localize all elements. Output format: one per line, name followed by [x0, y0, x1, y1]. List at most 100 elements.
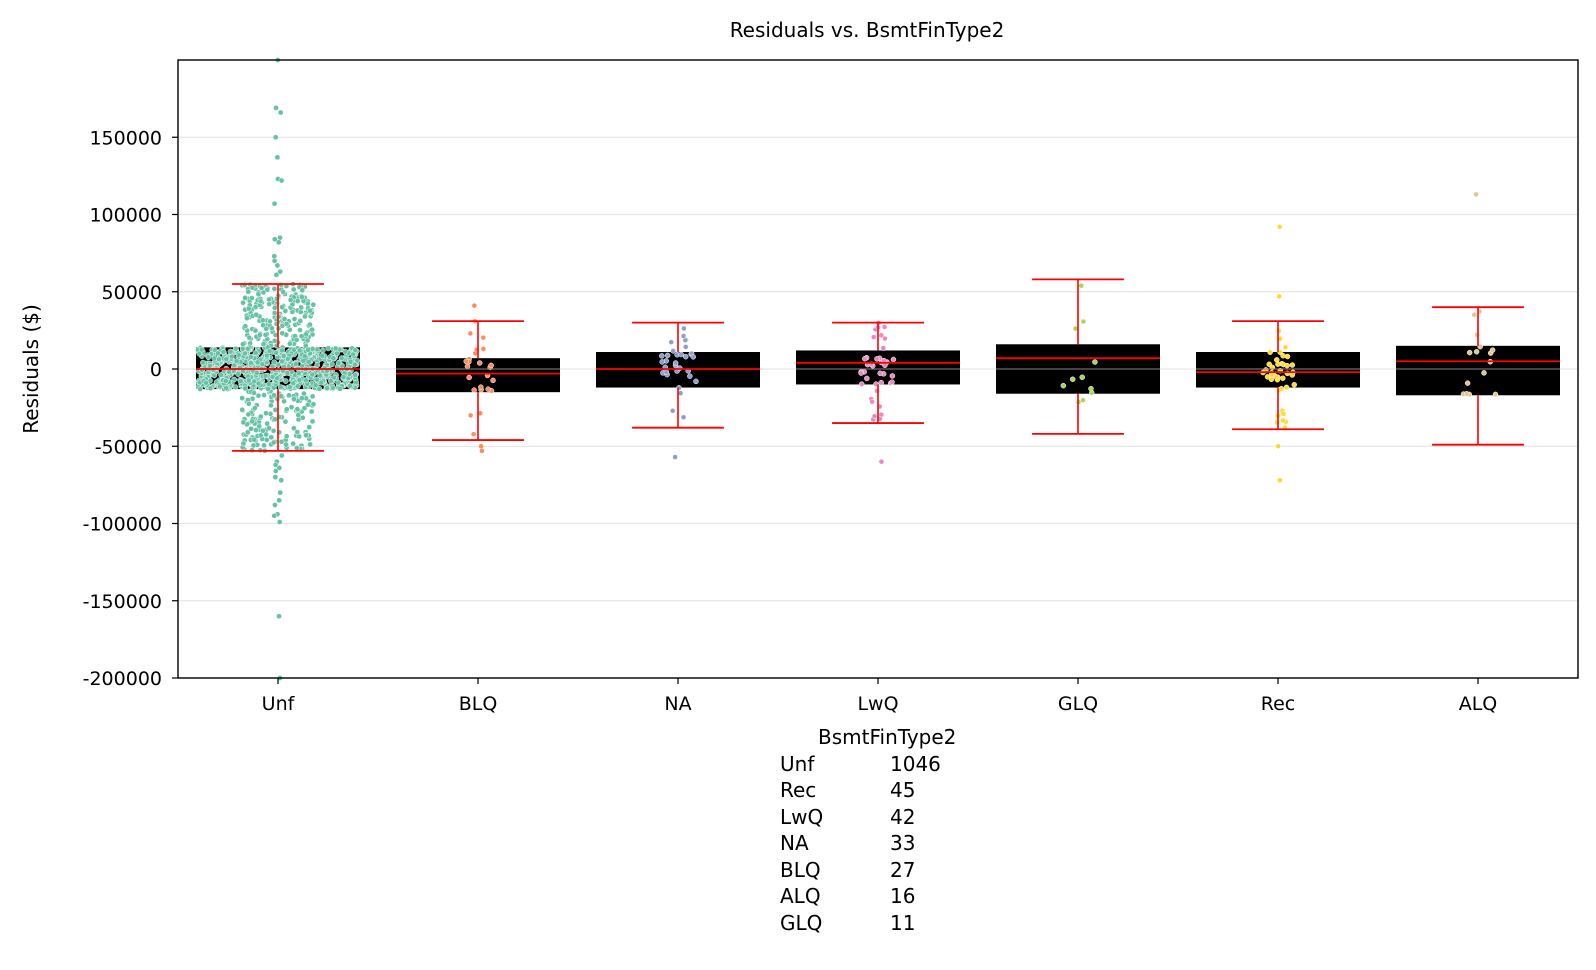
- point-Unf: [277, 109, 284, 116]
- point-Unf: [317, 372, 324, 379]
- point-Unf: [206, 362, 213, 369]
- point-NA: [681, 325, 687, 332]
- point-Unf: [264, 286, 271, 293]
- point-Unf: [276, 465, 283, 471]
- count-row: LwQ 42: [780, 804, 970, 831]
- point-Unf: [291, 316, 298, 322]
- point-LwQ: [858, 381, 865, 387]
- point-Unf: [257, 298, 264, 305]
- point-Unf: [308, 408, 315, 415]
- point-Unf: [272, 502, 278, 508]
- point-Unf: [314, 376, 320, 383]
- point-Unf: [291, 396, 297, 402]
- point-Unf: [240, 419, 247, 426]
- point-ALQ: [1474, 332, 1480, 338]
- point-Unf: [319, 347, 326, 354]
- point-Rec: [1282, 344, 1289, 350]
- point-Unf: [306, 359, 312, 365]
- point-BLQ: [467, 330, 474, 337]
- point-Unf: [353, 379, 359, 386]
- point-Unf: [203, 379, 209, 386]
- point-Unf: [263, 410, 269, 417]
- count-value: 1046: [890, 751, 941, 776]
- point-BLQ: [476, 360, 483, 366]
- point-Unf: [245, 411, 252, 418]
- point-Unf: [282, 378, 289, 384]
- point-LwQ: [858, 370, 864, 376]
- point-Unf: [245, 305, 252, 312]
- point-Unf: [223, 356, 230, 363]
- point-ALQ: [1464, 380, 1471, 386]
- point-ALQ: [1473, 191, 1479, 198]
- point-Unf: [282, 418, 289, 425]
- point-Unf: [249, 418, 256, 425]
- point-Rec: [1289, 372, 1295, 378]
- point-Unf: [297, 327, 303, 333]
- point-BLQ: [467, 412, 474, 419]
- point-Unf: [245, 345, 251, 352]
- point-Rec: [1289, 362, 1296, 368]
- point-Unf: [346, 371, 353, 377]
- point-Unf: [290, 440, 297, 447]
- point-Unf: [271, 285, 278, 292]
- point-NA: [680, 414, 687, 421]
- point-NA: [668, 339, 674, 345]
- point-Rec: [1277, 349, 1283, 355]
- point-LwQ: [871, 413, 878, 419]
- point-Unf: [268, 434, 275, 441]
- point-Unf: [278, 477, 285, 484]
- point-Unf: [249, 284, 256, 291]
- point-Unf: [200, 359, 206, 366]
- point-LwQ: [864, 375, 870, 382]
- point-Unf: [266, 348, 273, 355]
- point-LwQ: [878, 379, 884, 386]
- x-tick-label: ALQ: [1459, 693, 1498, 715]
- point-LwQ: [877, 370, 883, 377]
- point-Unf: [294, 429, 301, 435]
- point-Unf: [293, 337, 300, 343]
- count-label: Rec: [780, 778, 817, 802]
- point-Unf: [287, 340, 293, 347]
- y-tick-label: -50000: [95, 436, 162, 458]
- point-Unf: [293, 445, 300, 451]
- point-LwQ: [862, 355, 868, 362]
- point-Unf: [272, 407, 279, 413]
- point-Unf: [257, 432, 264, 439]
- point-Unf: [237, 378, 244, 385]
- point-Unf: [251, 436, 258, 443]
- count-label: BLQ: [780, 857, 821, 882]
- point-NA: [664, 352, 671, 359]
- point-Unf: [259, 317, 266, 324]
- point-Unf: [215, 350, 221, 357]
- point-LwQ: [870, 334, 877, 340]
- point-Rec: [1275, 443, 1281, 449]
- x-tick-label: LwQ: [857, 693, 898, 715]
- point-Unf: [272, 416, 279, 423]
- point-Rec: [1264, 374, 1271, 380]
- point-Rec: [1284, 362, 1290, 369]
- point-Unf: [329, 361, 335, 368]
- x-tick-label: GLQ: [1058, 693, 1098, 715]
- point-Unf: [211, 355, 218, 362]
- point-Unf: [242, 323, 249, 330]
- point-Unf: [248, 360, 254, 366]
- point-Rec: [1275, 361, 1281, 367]
- point-Unf: [279, 304, 285, 311]
- point-Unf: [274, 154, 281, 161]
- point-BLQ: [470, 431, 477, 437]
- point-Unf: [284, 356, 291, 362]
- point-Unf: [303, 377, 309, 384]
- point-BLQ: [479, 448, 485, 454]
- point-Unf: [334, 350, 340, 357]
- point-BLQ: [471, 302, 478, 309]
- point-Rec: [1284, 353, 1291, 360]
- point-Unf: [227, 348, 234, 355]
- point-Unf: [330, 384, 336, 391]
- point-Unf: [279, 330, 286, 337]
- point-Unf: [268, 402, 274, 409]
- point-NA: [678, 351, 684, 358]
- point-Unf: [267, 318, 273, 325]
- point-Unf: [256, 332, 263, 338]
- point-Rec: [1280, 352, 1286, 359]
